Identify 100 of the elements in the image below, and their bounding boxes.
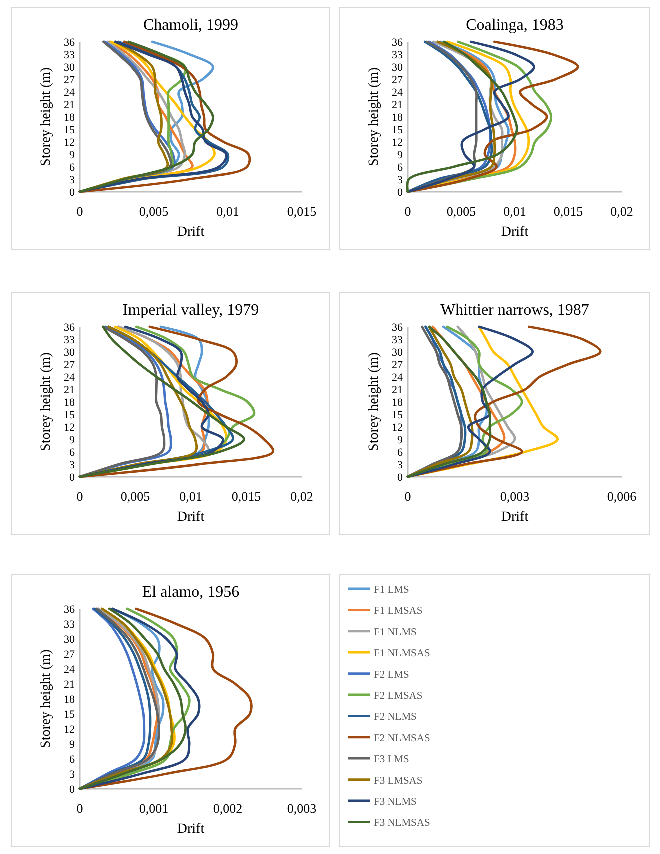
y-tick-label: 24 <box>392 87 404 99</box>
y-tick-label: 15 <box>392 124 404 136</box>
x-tick-label: 0,005 <box>120 489 150 504</box>
y-tick-label: 36 <box>392 37 404 49</box>
y-tick-label: 9 <box>70 739 76 751</box>
y-tick-label: 21 <box>64 100 75 112</box>
y-tick-label: 0 <box>398 472 404 484</box>
y-tick-label: 27 <box>64 74 76 86</box>
y-tick-label: 0 <box>70 472 76 484</box>
chart-title: El alamo, 1956 <box>142 584 240 601</box>
chart-title: Chamoli, 1999 <box>143 17 239 34</box>
legend-label: F1 NLMS <box>374 627 418 638</box>
y-tick-label: 18 <box>392 112 404 124</box>
x-tick-label: 0,003 <box>500 489 530 504</box>
legend-label: F1 LMS <box>374 585 410 596</box>
y-tick-label: 21 <box>392 100 403 112</box>
y-tick-label: 6 <box>70 754 76 766</box>
y-axis-title: Storey height (m) <box>39 649 54 748</box>
y-tick-label: 18 <box>64 694 76 706</box>
y-tick-label: 33 <box>64 50 76 62</box>
y-tick-label: 33 <box>392 50 404 62</box>
x-tick-label: 0,01 <box>504 204 526 219</box>
y-tick-label: 12 <box>64 724 75 736</box>
legend-label: F3 LMSAS <box>374 776 423 787</box>
y-tick-label: 30 <box>64 62 76 74</box>
x-tick-label: 0,005 <box>139 204 169 219</box>
y-tick-label: 27 <box>64 649 76 661</box>
x-tick-label: 0,02 <box>610 204 634 219</box>
legend-label: F3 NLMSAS <box>374 818 430 830</box>
x-axis-title: Drift <box>501 510 529 525</box>
chart-title: Imperial valley, 1979 <box>122 302 260 319</box>
y-tick-label: 30 <box>64 634 76 646</box>
y-tick-label: 24 <box>64 664 76 676</box>
y-tick-label: 21 <box>64 384 75 396</box>
x-tick-label: 0,015 <box>232 489 262 504</box>
y-tick-label: 21 <box>392 384 403 396</box>
y-tick-label: 24 <box>64 372 76 384</box>
chart-title: Coalinga, 1983 <box>466 17 564 34</box>
y-axis-title: Storey height (m) <box>367 67 382 166</box>
x-tick-label: 0,003 <box>287 801 317 816</box>
y-tick-label: 3 <box>398 174 404 186</box>
y-tick-label: 15 <box>392 410 404 422</box>
y-tick-label: 3 <box>70 174 76 186</box>
y-tick-label: 0 <box>398 187 404 199</box>
y-tick-label: 30 <box>64 347 76 359</box>
legend-label: F1 NLMSAS <box>374 648 430 660</box>
legend-label: F1 LMSAS <box>374 606 423 618</box>
y-tick-label: 6 <box>398 162 404 174</box>
x-axis-title: Drift <box>177 510 205 525</box>
y-tick-label: 9 <box>70 434 76 446</box>
y-tick-label: 9 <box>70 150 76 162</box>
y-tick-label: 15 <box>64 410 76 422</box>
y-tick-label: 3 <box>398 460 404 472</box>
x-tick-label: 0,002 <box>213 801 243 816</box>
y-axis-title: Storey height (m) <box>39 352 54 452</box>
y-tick-label: 0 <box>70 187 76 199</box>
y-tick-label: 12 <box>64 137 75 149</box>
x-tick-label: 0,001 <box>139 801 169 816</box>
y-tick-label: 18 <box>392 397 404 409</box>
y-tick-label: 24 <box>64 87 76 99</box>
legend-label: F2 NLMS <box>374 712 418 724</box>
y-tick-label: 18 <box>64 397 76 409</box>
x-tick-label: 0,015 <box>287 204 317 219</box>
chart-title: Whittier narrows, 1987 <box>440 302 590 319</box>
y-tick-label: 30 <box>392 347 404 359</box>
y-tick-label: 36 <box>392 322 404 334</box>
y-tick-label: 33 <box>64 334 76 346</box>
y-tick-label: 36 <box>64 37 76 49</box>
y-tick-label: 15 <box>64 709 76 721</box>
y-tick-label: 3 <box>70 460 76 472</box>
y-tick-label: 27 <box>392 74 404 86</box>
y-axis-title: Storey height (m) <box>367 352 382 452</box>
y-axis-title: Storey height (m) <box>39 67 54 166</box>
y-tick-label: 27 <box>392 360 404 372</box>
legend-label: F2 LMS <box>374 670 410 681</box>
y-tick-label: 33 <box>392 334 404 346</box>
legend-label: F3 LMS <box>374 754 410 766</box>
y-tick-label: 3 <box>70 769 76 781</box>
y-tick-label: 9 <box>398 434 404 446</box>
y-tick-label: 6 <box>398 447 404 459</box>
y-tick-label: 36 <box>64 604 76 616</box>
y-tick-label: 6 <box>70 162 76 174</box>
y-tick-label: 9 <box>398 150 404 162</box>
x-axis-title: Drift <box>501 225 529 240</box>
x-axis-title: Drift <box>177 822 205 837</box>
x-tick-label: 0,01 <box>216 204 240 219</box>
x-tick-label: 0,01 <box>180 489 202 504</box>
y-tick-label: 12 <box>64 422 75 434</box>
y-tick-label: 0 <box>70 784 76 796</box>
y-tick-label: 21 <box>64 679 75 691</box>
x-tick-label: 0,006 <box>607 489 638 504</box>
y-tick-label: 12 <box>392 422 403 434</box>
y-tick-label: 30 <box>392 62 404 74</box>
x-tick-label: 0,015 <box>554 204 584 219</box>
y-tick-label: 6 <box>70 447 76 459</box>
y-tick-label: 18 <box>64 112 76 124</box>
legend-label: F2 LMSAS <box>374 691 423 702</box>
legend-label: F3 NLMS <box>374 797 418 808</box>
y-tick-label: 33 <box>64 619 76 631</box>
legend-label: F2 NLMSAS <box>374 733 430 744</box>
